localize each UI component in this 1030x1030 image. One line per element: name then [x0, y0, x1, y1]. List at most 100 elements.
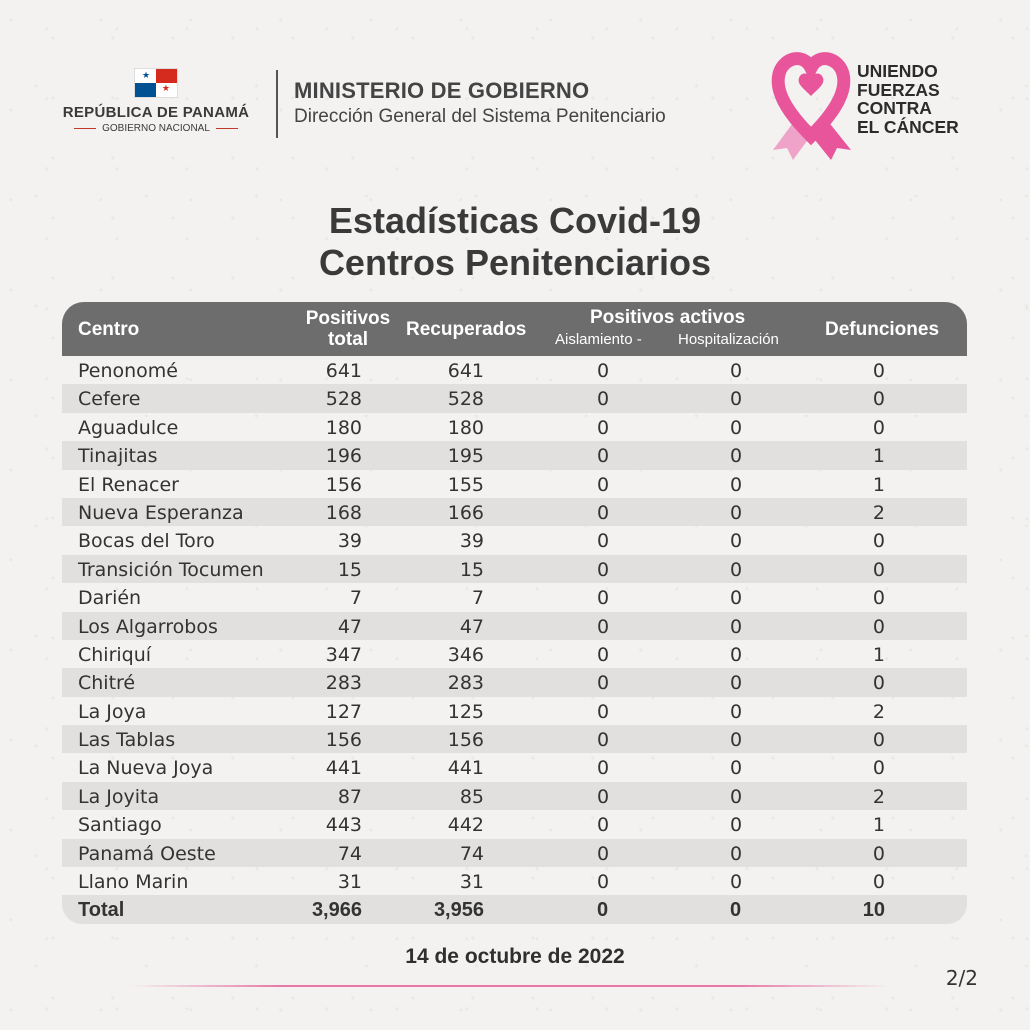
- campaign-line-4: EL CÁNCER: [857, 116, 959, 137]
- cell-recuperados: 180: [447, 416, 484, 439]
- cell-defunciones: 0: [872, 842, 885, 865]
- cell-aislamiento: 0: [597, 530, 610, 553]
- cell-defunciones: 0: [872, 558, 885, 581]
- title-line-1: Estadísticas Covid-19: [328, 200, 702, 241]
- cell-centro: Llano Marin: [78, 871, 189, 894]
- cell-aislamiento: 0: [597, 672, 610, 695]
- cell-hospitalizacion: 0: [730, 814, 743, 837]
- cell-centro: Los Algarrobos: [78, 615, 218, 638]
- report-date: 14 de octubre de 2022: [405, 945, 625, 968]
- cell-recuperados: 15: [459, 558, 484, 581]
- cell-aislamiento: 0: [597, 416, 610, 439]
- cell-recuperados: 528: [447, 388, 484, 411]
- page-title: Estadísticas Covid-19 Centros Penitencia…: [0, 200, 1030, 284]
- cell-recuperados: 441: [447, 757, 484, 780]
- cell-centro: Tinajitas: [78, 445, 158, 468]
- cell-positivos: 47: [337, 615, 362, 638]
- direction-name: Dirección General del Sistema Penitencia…: [294, 106, 666, 127]
- table-row: Cefere 528 528 0 0 0: [62, 384, 967, 413]
- table-row: Chitré 283 283 0 0 0: [62, 668, 967, 697]
- table-header: Centro Positivos total Recuperados Posit…: [62, 302, 967, 356]
- cell-positivos: 443: [325, 814, 362, 837]
- cell-centro: Chiriquí: [78, 643, 152, 666]
- cell-aislamiento: 0: [597, 757, 610, 780]
- header-positivos-activos: Positivos activos: [590, 307, 746, 328]
- cell-positivos: 127: [325, 700, 362, 723]
- table-row: Transición Tocumen 15 15 0 0 0: [62, 554, 967, 584]
- cell-hospitalizacion: 0: [730, 587, 743, 610]
- cell-positivos: 283: [325, 672, 362, 695]
- cell-hospitalizacion: 0: [730, 360, 743, 382]
- cell-centro: La Joya: [78, 700, 147, 723]
- title-line-2: Centros Penitenciarios: [318, 242, 712, 283]
- cell-centro: Transición Tocumen: [78, 558, 264, 581]
- table-row: Nueva Esperanza 168 166 0 0 2: [62, 497, 967, 527]
- header-positivos-total: Positivos total: [305, 308, 391, 350]
- table-row: La Joyita 87 85 0 0 2: [62, 781, 967, 811]
- cell-defunciones: 2: [872, 785, 885, 808]
- cell-hospitalizacion: 0: [730, 643, 743, 666]
- table-row: Chiriquí 347 346 0 0 1: [62, 640, 967, 668]
- cell-recuperados: 39: [459, 530, 484, 553]
- cell-centro: Panamá Oeste: [78, 842, 216, 865]
- table-row: Las Tablas 156 156 0 0 0: [62, 725, 967, 754]
- cell-defunciones: 2: [872, 700, 885, 723]
- cell-hospitalizacion: 0: [730, 757, 743, 780]
- ministry-name: MINISTERIO DE GOBIERNO: [294, 78, 590, 103]
- cell-centro: Penonomé: [78, 360, 179, 382]
- table-row: Llano Marin 31 31 0 0 0: [62, 867, 967, 895]
- cell-centro: Santiago: [78, 814, 162, 837]
- cell-hospitalizacion: 0: [730, 729, 743, 752]
- cell-positivos: 74: [337, 842, 362, 865]
- header-divider: [276, 70, 278, 138]
- header-hospitalizacion: Hospitalización: [678, 331, 779, 348]
- cell-hospitalizacion: 0: [730, 700, 743, 723]
- cell-hospitalizacion: 0: [730, 388, 743, 411]
- table-row: Panamá Oeste 74 74 0 0 0: [62, 838, 967, 868]
- cell-positivos: 168: [325, 501, 362, 524]
- cell-aislamiento: 0: [597, 643, 610, 666]
- cell-centro: Bocas del Toro: [78, 530, 215, 553]
- cell-positivos: 7: [349, 587, 362, 610]
- cell-aislamiento: 0: [597, 700, 610, 723]
- cell-aislamiento: 0: [597, 587, 610, 610]
- cell-defunciones: 0: [872, 416, 885, 439]
- cell-hospitalizacion: 0: [730, 842, 743, 865]
- cell-aislamiento: 0: [597, 842, 610, 865]
- cell-positivos: 156: [325, 473, 362, 496]
- total-label: Total: [78, 899, 125, 922]
- total-aislamiento: 0: [597, 899, 609, 922]
- cell-centro: Chitré: [78, 672, 136, 695]
- table-total-row: Total 3,966 3,956 0 0 10: [62, 895, 967, 924]
- cell-aislamiento: 0: [597, 871, 610, 894]
- cell-defunciones: 0: [872, 757, 885, 780]
- table-row: Tinajitas 196 195 0 0 1: [62, 441, 967, 470]
- footer-divider: [130, 985, 890, 987]
- cell-centro: Cefere: [78, 388, 141, 411]
- cell-positivos: 528: [325, 388, 362, 411]
- cell-recuperados: 7: [471, 587, 484, 610]
- cell-hospitalizacion: 0: [730, 672, 743, 695]
- cell-positivos: 31: [337, 871, 362, 894]
- cell-centro: Nueva Esperanza: [78, 501, 244, 524]
- page-indicator: 2/2: [945, 966, 978, 990]
- cell-defunciones: 0: [872, 729, 885, 752]
- cell-aislamiento: 0: [597, 558, 610, 581]
- cell-hospitalizacion: 0: [730, 871, 743, 894]
- cell-recuperados: 74: [459, 842, 484, 865]
- covid-stats-table: Centro Positivos total Recuperados Posit…: [62, 302, 967, 924]
- table-row: Darién 7 7 0 0 0: [62, 583, 967, 611]
- table-row: Bocas del Toro 39 39 0 0 0: [62, 526, 967, 554]
- cell-positivos: 156: [325, 729, 362, 752]
- cell-aislamiento: 0: [597, 785, 610, 808]
- cell-positivos: 196: [325, 445, 362, 468]
- cell-recuperados: 31: [459, 871, 484, 894]
- cell-recuperados: 85: [459, 785, 484, 808]
- campaign-line-1: UNIENDO: [857, 61, 938, 81]
- cell-aislamiento: 0: [597, 615, 610, 638]
- cell-defunciones: 0: [872, 360, 885, 382]
- cell-defunciones: 0: [872, 615, 885, 638]
- cell-aislamiento: 0: [597, 360, 610, 382]
- cell-positivos: 441: [325, 757, 362, 780]
- cell-aislamiento: 0: [597, 388, 610, 411]
